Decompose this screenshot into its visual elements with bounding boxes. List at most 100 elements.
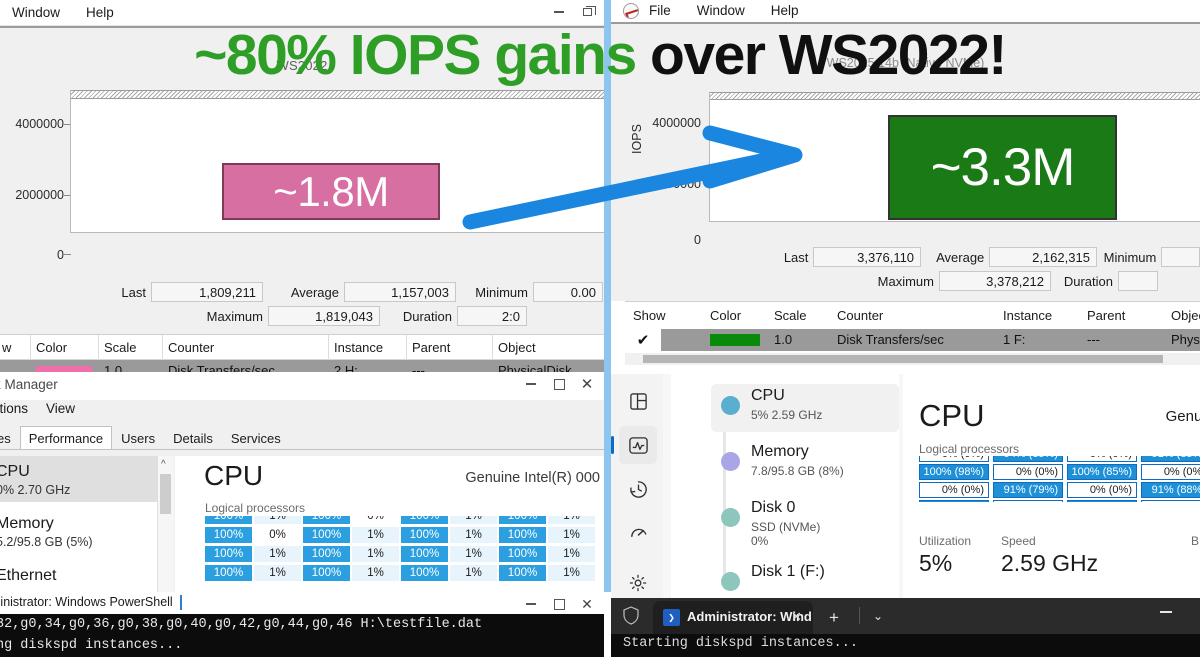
minimize-icon[interactable] [518,594,544,614]
column-divider [98,335,99,361]
terminal-console[interactable]: Starting diskspd instances... [611,634,1200,657]
taskmgr-left-tabstrip: es Performance Users Details Services [0,426,290,450]
y-tick-0: 0 [694,233,701,247]
column-divider [328,335,329,361]
column-divider [492,335,493,361]
counter-table-hscrollbar[interactable] [625,353,1200,365]
taskmgr-right-topline [611,366,1200,374]
cpu-model-name: Genuin [1165,408,1200,425]
col-header-show[interactable]: w [2,340,12,355]
tab-processes[interactable]: es [0,431,11,446]
window-split-divider [604,0,611,592]
rail-item-processes[interactable] [619,382,657,420]
logical-processor-cell: 1% [253,564,302,582]
close-icon[interactable]: ✕ [581,595,593,612]
close-tab-icon[interactable]: ✕ [791,609,802,624]
logical-processor-cell: 100% [498,545,547,563]
list-item-disk-0[interactable]: Disk 0 SSD (NVMe) 0% [711,496,899,554]
stats-row-primary: Last 3,376,110 Average 2,162,315 Minimum [611,246,1200,268]
menu-item-options[interactable]: ptions [0,401,29,416]
logical-processors-grid: 0% (0%) 94% (85%) 0% (0%) 91% (85%) 100% (98… [919,456,1200,502]
col-header-scale[interactable]: Scale [104,340,137,355]
maximize-icon[interactable] [546,594,572,614]
col-header-color[interactable]: Color [36,340,68,355]
list-item-disk-1[interactable]: Disk 1 (F:) [711,560,899,598]
rail-item-app-history[interactable] [619,470,657,508]
tab-services[interactable]: Services [230,431,281,446]
resource-dot-icon [721,452,740,471]
menu-item-help[interactable]: Help [86,5,114,20]
sidebar-item-memory[interactable]: Memory 5.2/95.8 GB (5%) [0,508,158,554]
stat-value-duration [1118,271,1158,291]
rail-item-settings[interactable] [619,564,657,598]
minimize-icon[interactable] [1160,611,1172,613]
col-header-counter[interactable]: Counter [168,340,215,355]
col-header-object[interactable]: Object [498,340,536,355]
logical-processor-cell: 0% [253,526,302,544]
minimize-icon[interactable] [518,374,544,394]
rail-item-performance[interactable] [619,426,657,464]
headline-black-text: over WS2022! [635,23,1007,87]
metric-utilization: Utilization 5% [919,534,971,577]
counter-table-row[interactable]: ✔ 1.0 Disk Transfers/sec 1 F: --- Physic… [625,329,1200,351]
perfmon-left-counter-table: w Color Scale Counter Instance Parent Ob… [0,334,604,372]
menu-item-window[interactable]: Window [12,5,61,20]
tab-details[interactable]: Details [173,431,213,446]
col-header-scale[interactable]: Scale [774,308,807,323]
logical-processor-cell: 1% [351,564,400,582]
chevron-up-icon[interactable]: ^ [161,459,166,470]
maximize-icon[interactable] [546,374,572,394]
rail-item-startup-apps[interactable] [619,514,657,552]
counter-table-row[interactable]: 1.0 Disk Transfers/sec 2 H: --- Physical… [0,360,604,372]
counter-color-swatch[interactable] [36,366,92,372]
new-tab-button[interactable]: + [829,608,839,627]
logical-processor-cell: 1% [253,545,302,563]
taskmgr-left-sidebar-scrollbar[interactable]: ^ [158,456,174,592]
powershell-left-console[interactable]: 32,g0,34,g0,36,g0,38,g0,40,g0,42,g0,44,g… [0,614,604,657]
logical-processor-cell: 1% [449,516,498,525]
tab-users[interactable]: Users [121,431,156,446]
col-header-show[interactable]: Show [633,308,666,323]
menu-item-file[interactable]: File [649,3,671,18]
list-item-cpu[interactable]: CPU 5% 2.59 GHz [711,384,899,432]
taskmgr-left-detail-pane: CPU Genuine Intel(R) 000 Logical process… [175,456,604,592]
menu-item-view[interactable]: View [46,401,76,416]
tab-performance[interactable]: Performance [19,426,113,450]
col-header-object[interactable]: Object [1171,308,1200,323]
scrollbar-thumb[interactable] [643,355,1163,363]
stat-value-average: 1,157,003 [344,282,456,302]
col-header-parent[interactable]: Parent [1087,308,1126,323]
menu-item-window[interactable]: Window [696,3,745,18]
show-checkbox[interactable]: ✔ [625,329,661,351]
col-header-counter[interactable]: Counter [837,308,884,323]
sidebar-item-ethernet[interactable]: Ethernet [0,560,158,590]
logical-processor-cell: 0% (0%) [1141,500,1200,502]
scrollbar-thumb[interactable] [160,474,171,514]
col-header-instance[interactable]: Instance [1003,308,1053,323]
menu-item-help[interactable]: Help [770,3,799,18]
sidebar-item-cpu[interactable]: CPU 0% 2.70 GHz [0,456,158,502]
counter-color-swatch[interactable] [710,334,760,346]
powershell-left-window: ministrator: Windows PowerShell ✕ 32,g0,… [0,592,604,657]
powershell-left-title: ministrator: Windows PowerShell [0,595,173,609]
logical-processor-cell: 0% (0%) [919,482,989,498]
minimize-icon[interactable] [546,2,572,22]
list-item-memory[interactable]: Memory 7.8/95.8 GB (8%) [711,440,899,488]
chevron-down-icon[interactable]: ⌄ [873,609,884,623]
cell-parent: --- [1087,332,1100,347]
restore-icon[interactable] [574,2,600,22]
col-header-instance[interactable]: Instance [334,340,384,355]
close-icon[interactable]: ✕ [580,376,594,393]
terminal-tab-administrator[interactable]: ❯ Administrator: Wind ✕ [653,601,813,634]
col-header-color[interactable]: Color [710,308,742,323]
logical-processor-cell: 0% (0%) [1141,464,1200,480]
y-tick-4000000: 4000000 [15,117,64,131]
headline-annotation: ~80% IOPS gains over WS2022! [0,22,1200,88]
console-line: ng diskspd instances... [0,638,183,653]
stat-label-maximum: Maximum [877,273,934,289]
logical-processor-cell: 0% (0%) [993,464,1063,480]
list-scrollbar-track[interactable] [723,388,726,588]
col-header-parent[interactable]: Parent [412,340,451,355]
stat-label-average: Average [290,284,339,300]
cell-scale: 1.0 [104,363,123,372]
